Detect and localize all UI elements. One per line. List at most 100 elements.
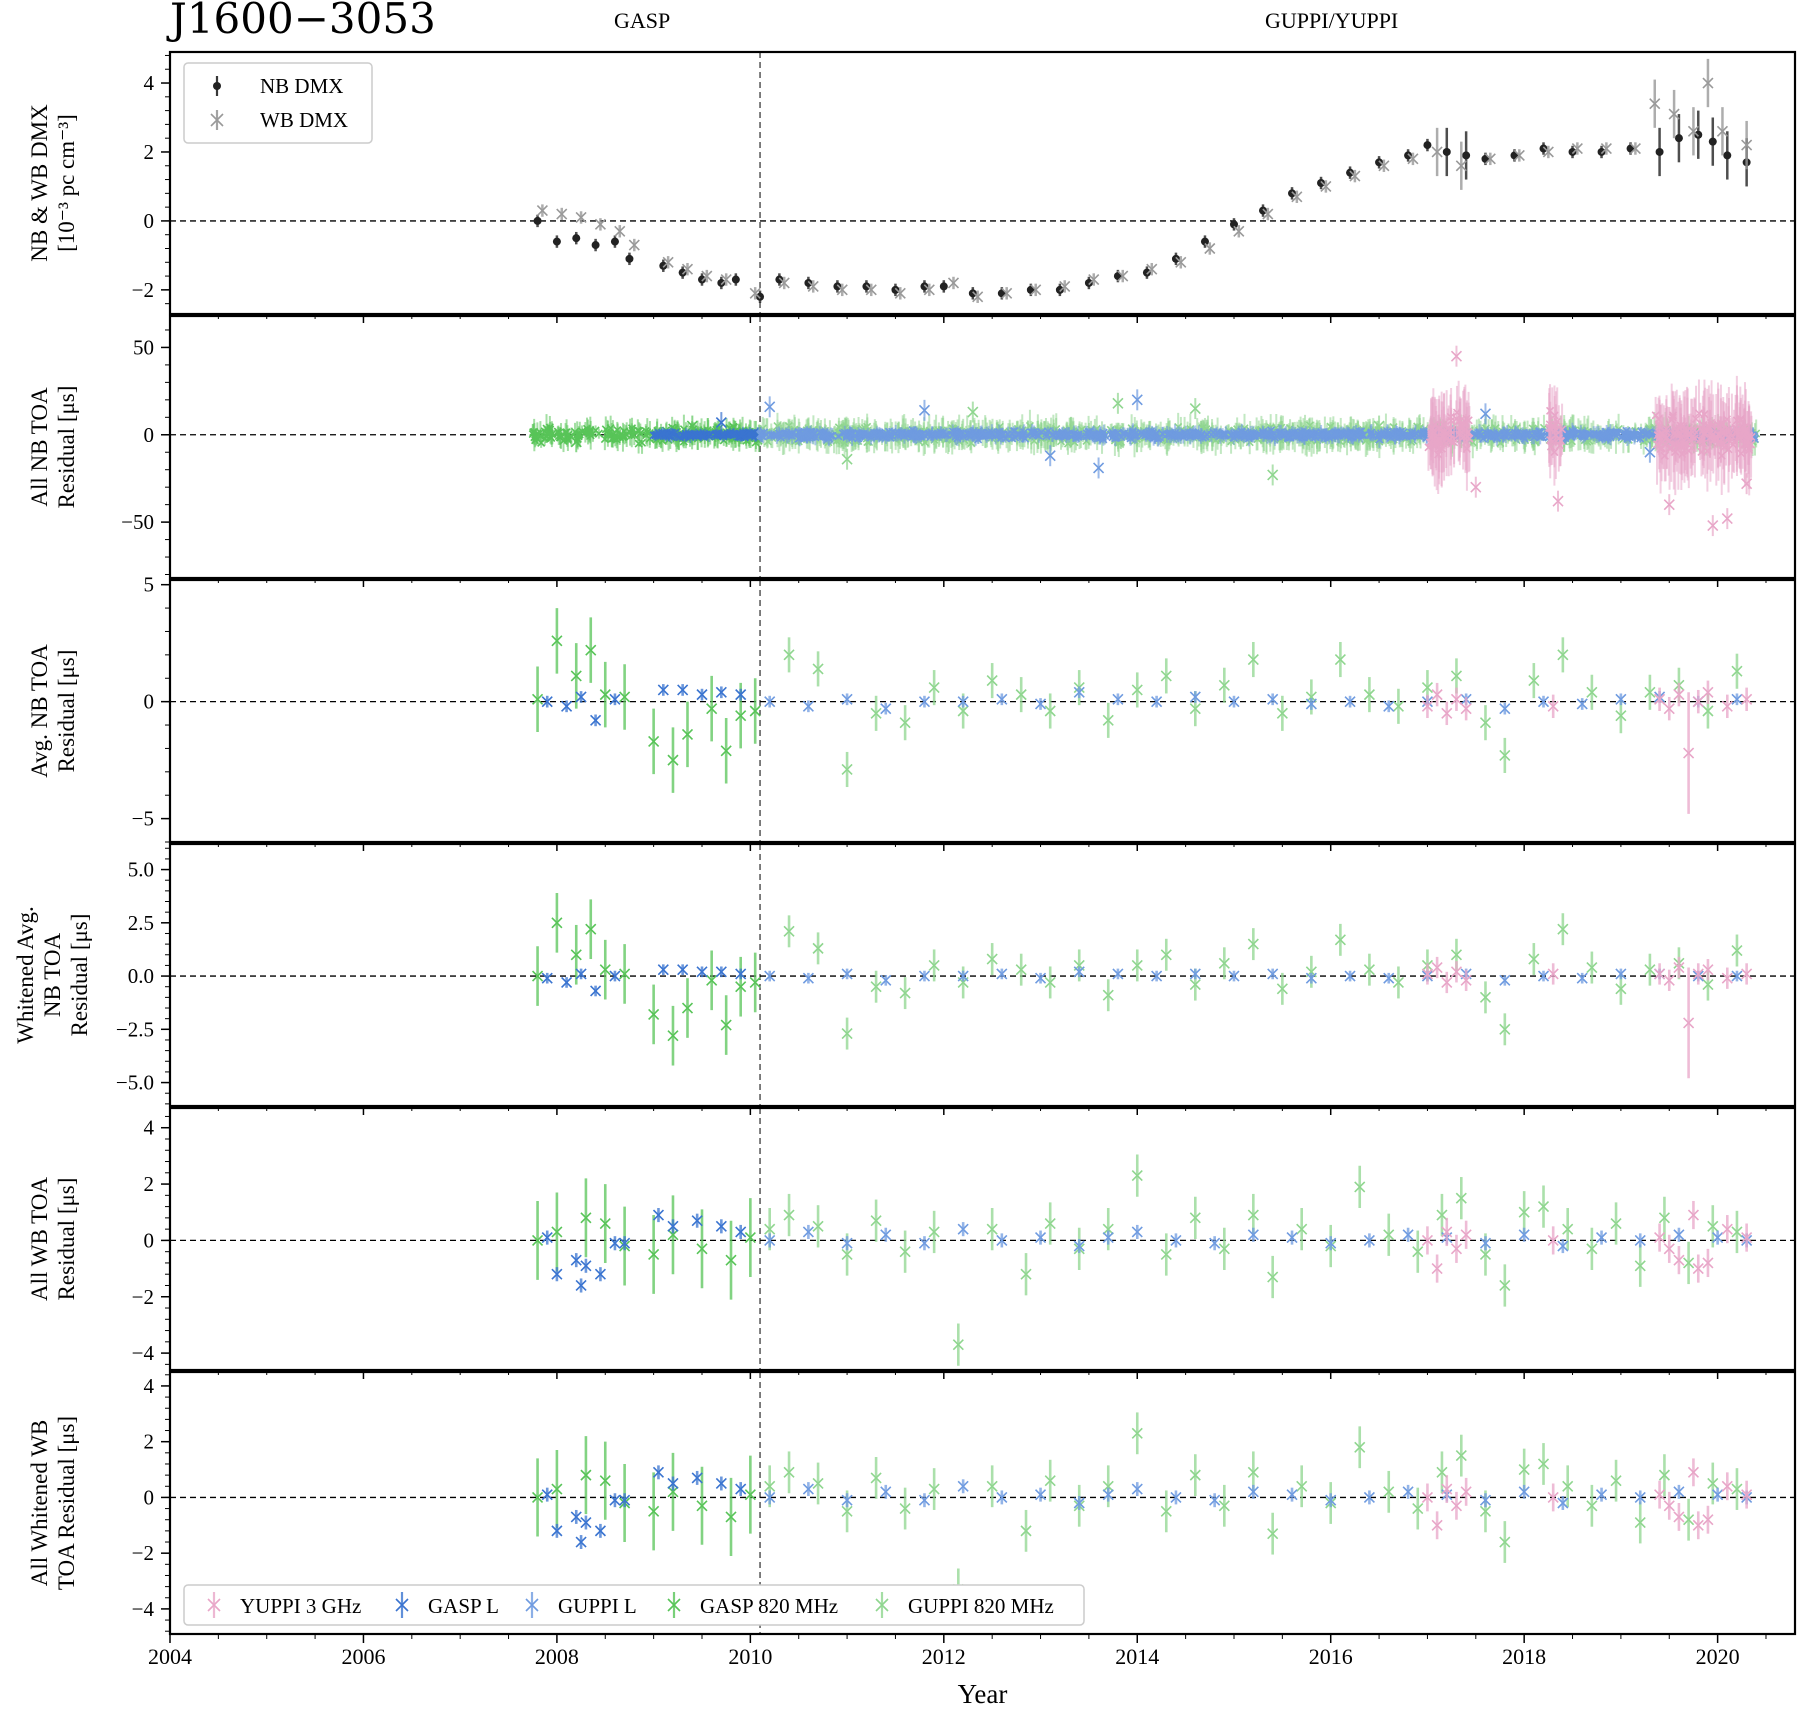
wb-dmx-point	[1649, 98, 1661, 110]
toa-point	[1074, 431, 1083, 440]
toa-outlier-point	[1093, 462, 1105, 474]
wb-dmx-point	[1600, 142, 1612, 155]
toa-point	[1218, 430, 1227, 439]
toa-point	[726, 429, 736, 439]
nb-dmx-point	[804, 278, 813, 287]
toa-point	[1096, 430, 1105, 440]
toa-point	[934, 429, 943, 438]
toa-point	[896, 429, 905, 438]
nb-dmx-point	[1655, 147, 1664, 156]
y-tick-label: 0	[144, 423, 155, 447]
nb-dmx-point	[572, 234, 581, 243]
toa-point	[1297, 428, 1306, 437]
nb-dmx-point	[1462, 151, 1471, 160]
toa-outlier-point	[715, 416, 727, 429]
wb-dmx-point	[1716, 125, 1729, 137]
nb-dmx-point	[1442, 147, 1451, 156]
toa-outlier-point	[841, 453, 853, 465]
nb-dmx-point	[1346, 168, 1355, 177]
nb-dmx-point	[1142, 268, 1151, 277]
pulsar-title: J1600−3053	[170, 0, 436, 43]
nb-dmx-point	[1694, 130, 1703, 139]
nb-dmx-point	[1200, 237, 1209, 246]
toa-point	[1020, 428, 1029, 437]
toa-point	[1636, 430, 1645, 439]
plot-area	[528, 345, 1761, 537]
nb-dmx-point	[939, 282, 948, 291]
nb-dmx-point	[1171, 254, 1180, 263]
legend-marker	[210, 113, 224, 127]
y-axis-label: [10⁻³ pc cm⁻³]	[54, 114, 79, 252]
nb-dmx-point	[1674, 134, 1683, 143]
toa-point	[616, 430, 625, 439]
toa-outlier-point	[570, 436, 582, 448]
toa-point	[1142, 430, 1151, 439]
toa-point	[1622, 426, 1631, 435]
wb-dmx-point	[628, 239, 640, 251]
wb-dmx-point	[701, 270, 713, 282]
toa-point	[1301, 430, 1310, 439]
toa-point	[984, 431, 993, 440]
toa-point	[1550, 422, 1559, 431]
toa-point	[1132, 431, 1141, 440]
toa-point	[607, 434, 616, 443]
toa-point	[1568, 428, 1577, 437]
toa-outlier-point	[918, 404, 931, 416]
toa-point	[882, 429, 891, 438]
nb-dmx-point	[756, 292, 765, 301]
nb-dmx-point	[1259, 206, 1268, 215]
toa-point	[581, 428, 590, 437]
toa-point	[1580, 430, 1590, 439]
toa-point	[1347, 431, 1356, 440]
toa-point	[1316, 431, 1325, 440]
legend-label: WB DMX	[260, 108, 348, 132]
wb-dmx-point	[1146, 263, 1158, 275]
toa-point	[955, 430, 964, 439]
wb-dmx-point	[575, 211, 587, 224]
wb-dmx-point	[1349, 170, 1361, 182]
era-label-guppi: GUPPI/YUPPI	[1265, 8, 1399, 33]
toa-point	[911, 432, 920, 441]
nb-dmx-point	[610, 237, 619, 246]
toa-point	[1181, 429, 1190, 438]
toa-point	[1690, 433, 1699, 443]
toa-point	[1246, 428, 1255, 438]
toa-outlier-point	[967, 406, 979, 418]
wb-dmx-point	[1175, 256, 1187, 268]
nb-dmx-point	[1375, 158, 1384, 167]
toa-point	[679, 431, 688, 440]
wb-dmx-point	[778, 277, 790, 289]
toa-point	[588, 429, 597, 438]
nb-dmx-point	[1317, 179, 1326, 187]
toa-point	[1396, 427, 1405, 436]
nb-dmx-point	[1288, 189, 1297, 198]
nb-dmx-point	[862, 282, 871, 291]
toa-point	[1380, 429, 1389, 438]
wb-dmx-point	[947, 277, 960, 289]
wb-dmx-point	[1291, 191, 1303, 203]
wb-dmx-point	[1407, 153, 1419, 165]
panel-2: −50 0 50 All NB TOA Residual [μs]	[27, 314, 1797, 587]
plot-area	[533, 58, 1753, 303]
wb-dmx-point	[894, 287, 906, 299]
toa-point	[964, 429, 973, 438]
wb-dmx-point	[662, 256, 674, 268]
nb-dmx-point	[1229, 220, 1238, 229]
toa-point	[1536, 428, 1545, 437]
y-tick-label: −50	[121, 510, 154, 534]
wb-dmx-point	[720, 273, 732, 286]
wb-dmx-point	[1001, 287, 1013, 299]
nb-dmx-point	[591, 241, 600, 250]
toa-point	[1483, 430, 1492, 440]
toa-point	[636, 429, 645, 438]
wb-dmx-point	[1088, 273, 1100, 286]
y-tick-label: 4	[144, 71, 155, 95]
nb-dmx-point	[1723, 151, 1732, 160]
nb-dmx-point	[833, 282, 842, 291]
toa-outlier-point	[1479, 408, 1492, 420]
toa-point	[1291, 431, 1300, 440]
wb-dmx-point	[807, 280, 819, 292]
nb-dmx-point	[920, 282, 929, 291]
toa-outlier-point	[764, 401, 776, 413]
toa-point	[1366, 431, 1375, 440]
